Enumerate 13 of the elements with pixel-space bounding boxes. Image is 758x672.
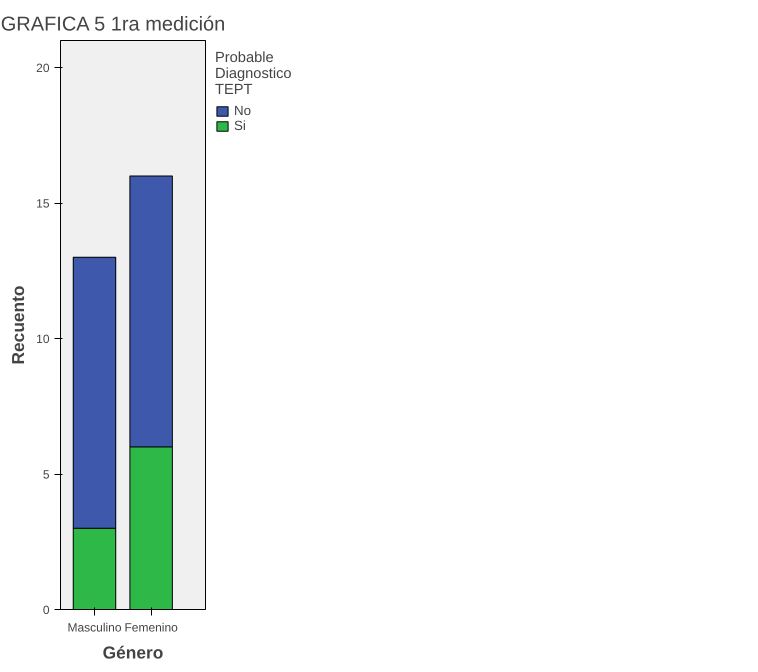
x-tick-label: Masculino (67, 620, 122, 634)
legend-label: Si (234, 118, 247, 133)
y-tick-label: 0 (42, 603, 50, 617)
y-tick-label: 15 (36, 196, 50, 211)
legend-title: Probable Diagnostico TEPT (215, 50, 292, 98)
x-tick-label: Femenino (124, 620, 178, 634)
x-axis-title: Género (102, 642, 164, 662)
y-tick-label: 5 (42, 468, 50, 482)
legend-label: No (234, 103, 252, 118)
y-axis-title: Recuento (8, 286, 28, 364)
y-tick-label: 10 (36, 332, 50, 346)
y-tick-label: 20 (36, 61, 50, 76)
chart-title: GRAFICA 5 1ra medición (0, 14, 226, 36)
